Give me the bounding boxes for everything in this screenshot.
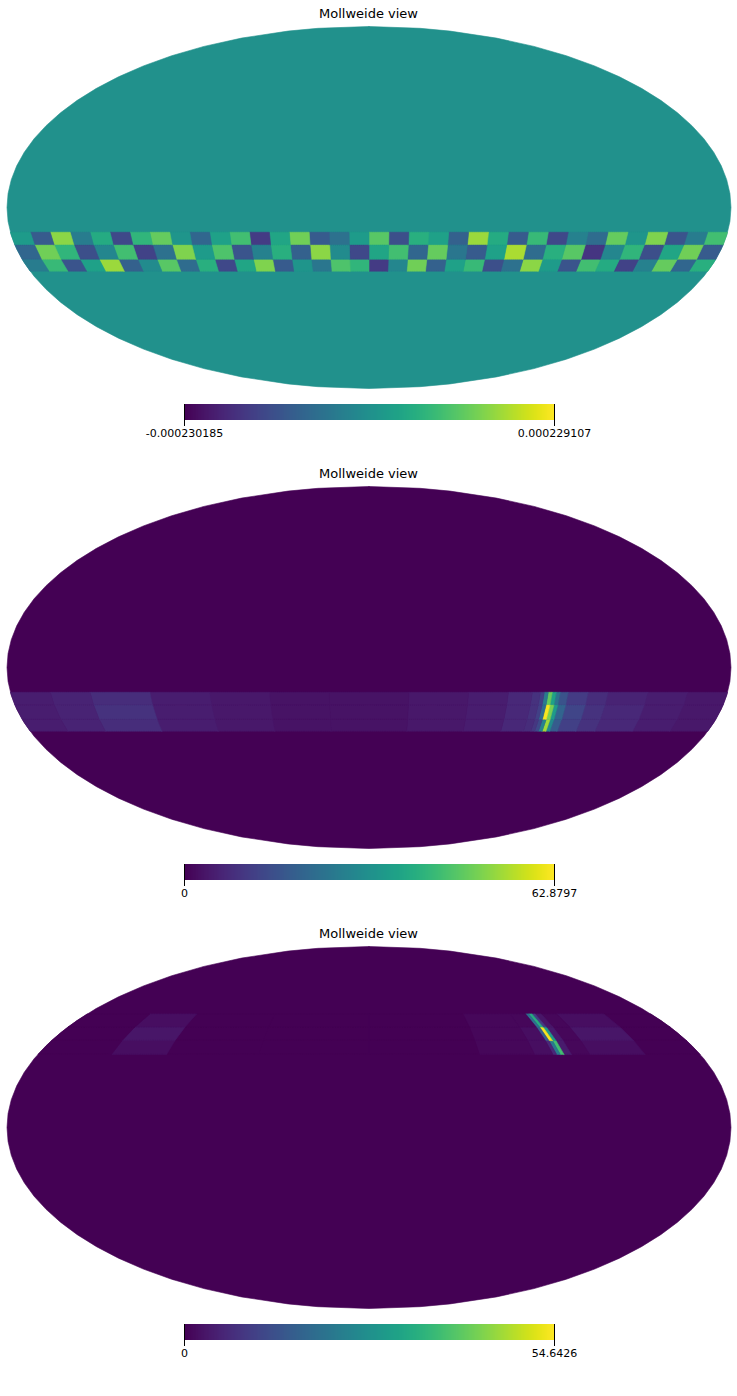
html-text:Mollweide view: Mollweide view xyxy=(319,466,418,481)
svg-text:-0.000230185: -0.000230185 xyxy=(145,427,222,440)
svg-text:0: 0 xyxy=(181,887,188,900)
html-text:Mollweide view: Mollweide view xyxy=(319,926,418,941)
svg-text:62.8797: 62.8797 xyxy=(531,887,577,900)
svg-text:0.000229107: 0.000229107 xyxy=(517,427,590,440)
svg-text:54.6426: 54.6426 xyxy=(531,1347,577,1360)
svg-text:0: 0 xyxy=(181,1347,188,1360)
html-text:Mollweide view: Mollweide view xyxy=(319,6,418,21)
